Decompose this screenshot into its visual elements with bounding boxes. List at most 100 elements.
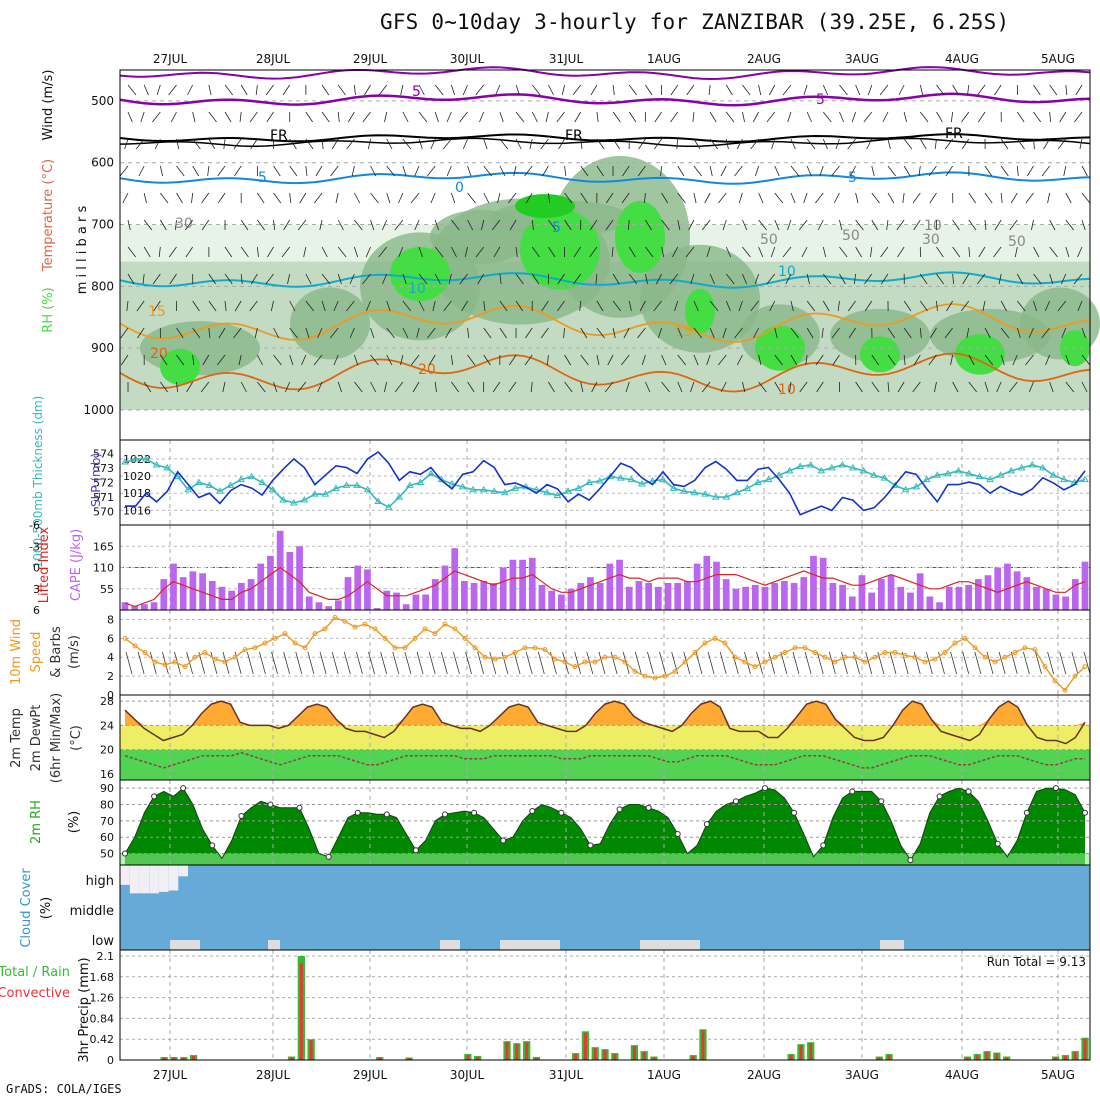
cape-bar <box>645 583 652 610</box>
wind10-line <box>125 618 1085 691</box>
cape-bar <box>713 562 720 610</box>
cape-bar <box>1062 596 1069 610</box>
wind-barb <box>832 166 840 176</box>
wind-barb <box>128 85 136 95</box>
cape-bar <box>451 548 458 610</box>
wind-barb <box>532 85 540 95</box>
wind-barb <box>899 85 904 95</box>
wind10-barb <box>829 652 835 674</box>
cape-bar <box>577 583 584 610</box>
lifted-axis-label: Lifted Index <box>37 526 52 603</box>
wind-barb <box>868 85 871 95</box>
cape-bar <box>180 577 187 610</box>
wind10-barb <box>1011 652 1017 674</box>
run-total-label: Run Total = 9.13 <box>987 955 1086 969</box>
temp-axis-label: 2m DewPt <box>29 705 44 772</box>
cloud-high-bar <box>130 865 140 893</box>
wind10-barb <box>708 652 714 674</box>
cape-bar <box>548 591 555 610</box>
wind10-barb <box>490 652 496 674</box>
wind-barb <box>903 193 904 203</box>
wind-barb <box>415 166 419 176</box>
cape-bar <box>655 587 662 610</box>
rh-point <box>704 822 709 827</box>
wind-barb <box>1082 193 1090 203</box>
cape-bar <box>626 587 633 610</box>
rh-shade-high <box>860 336 900 372</box>
wind-barb <box>157 85 160 95</box>
wind-barb <box>753 112 758 122</box>
wind10-barb <box>805 652 811 674</box>
cape-bar <box>723 579 730 610</box>
rh-point <box>792 810 797 815</box>
rh-point <box>501 838 506 843</box>
contour-label: 50 <box>760 232 778 248</box>
cape-tick-label: 165 <box>93 540 114 553</box>
cape-bar <box>403 604 410 610</box>
wind-barb <box>1066 193 1071 203</box>
wind-barb <box>152 112 160 122</box>
rh-point <box>879 799 884 804</box>
precip-conv-bar <box>888 1055 891 1060</box>
cloud-axis-label: Cloud Cover <box>19 868 34 948</box>
wind-barb <box>431 193 435 203</box>
wind-barb <box>403 112 408 122</box>
wind-barb <box>193 166 199 176</box>
temp-axis-label: (6hr Min/Max) <box>49 693 64 783</box>
cape-bar <box>480 581 487 610</box>
contour-label: 10 <box>408 281 426 297</box>
cape-bar <box>422 595 429 610</box>
wind-barb <box>208 166 209 176</box>
x-tick-label-bottom: 28JUL <box>256 1068 291 1082</box>
rh-base-band <box>120 854 1090 865</box>
wind-barb <box>856 193 858 203</box>
rh-tick-label: 90 <box>100 782 114 795</box>
pressure-tick-label: 900 <box>91 341 114 355</box>
wind-barb <box>775 166 779 176</box>
cape-bar <box>820 558 827 610</box>
cape-bar <box>539 585 546 610</box>
wind-barb <box>209 112 217 122</box>
upper-legend-label: Temperature (°C) <box>41 159 56 272</box>
cape-bar <box>956 587 963 610</box>
cape-bar <box>636 581 643 610</box>
wind10-barb <box>951 652 957 674</box>
cape-bar <box>781 581 788 610</box>
wind-barb <box>677 139 678 149</box>
wind-barb <box>234 166 241 176</box>
precip-tick-label: 0.42 <box>90 1033 115 1046</box>
rh-shade-max <box>515 194 575 218</box>
cape-bar <box>742 587 749 610</box>
wind10-barb <box>466 652 472 674</box>
cape-bar <box>810 556 817 610</box>
wind-barb <box>532 112 537 122</box>
precip-conv-bar <box>692 1056 695 1060</box>
precip-conv-bar <box>790 1055 793 1060</box>
wind-barb <box>848 139 856 149</box>
precip-axis-label: 3hr Precip (mm) <box>77 957 92 1062</box>
wind-barb <box>192 193 193 203</box>
x-tick-label-top: 2AUG <box>747 52 781 66</box>
wind-barb <box>316 166 322 176</box>
wind-barb <box>451 85 454 95</box>
x-tick-label-bottom: 5AUG <box>1041 1068 1075 1082</box>
wind-barb <box>1027 166 1033 176</box>
precip-conv-bar <box>799 1045 802 1060</box>
rh-point <box>588 843 593 848</box>
rh-point <box>763 786 768 791</box>
temp-axis-label: 2m Temp <box>9 708 24 768</box>
cloud-level-label: high <box>86 874 114 889</box>
wind-barb <box>710 166 712 176</box>
wind-barb <box>435 112 438 122</box>
pressure-axis-label: m i l l i b a r s <box>75 206 90 295</box>
precip-conv-bar <box>594 1048 597 1060</box>
rh-point <box>617 807 622 812</box>
cape-bar <box>151 602 158 610</box>
wind-barb <box>266 85 273 95</box>
precip-conv-bar <box>633 1046 636 1060</box>
wind-barb <box>804 193 807 203</box>
temp-band-mid <box>120 725 1090 749</box>
panel-frame-precip <box>120 950 1090 1060</box>
precip-conv-bar <box>525 1042 528 1060</box>
